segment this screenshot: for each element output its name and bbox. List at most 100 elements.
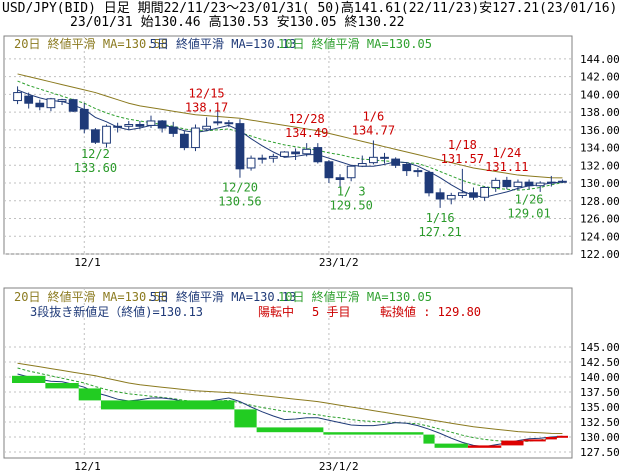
y-tick-label: 134.00 [580, 142, 620, 155]
candle-body [424, 171, 434, 194]
candle-body [346, 165, 356, 179]
candle-body [480, 186, 489, 198]
y-tick-label: 144.00 [580, 53, 620, 66]
annotation-value: 129.50 [329, 198, 372, 212]
y-tick-label: 142.00 [580, 71, 620, 84]
candle-body [558, 180, 567, 183]
y-tick-label: 124.00 [580, 230, 620, 243]
candle-body [146, 120, 156, 126]
annotation-date: 1/ 3 [337, 184, 366, 198]
plot-frame [3, 35, 573, 255]
candle-body [380, 156, 389, 159]
annotation-value: 134.77 [352, 123, 395, 137]
legend-item: 10日 終値平滑 MA=130.05 [278, 36, 432, 51]
x-tick-label-2: 23/1/2 [319, 460, 359, 473]
y-tick-label-2: 142.50 [580, 356, 620, 369]
candle-body [535, 182, 545, 187]
candle-body [335, 177, 345, 180]
y-tick-label: 140.00 [580, 88, 620, 101]
ma20-line [17, 73, 563, 179]
reversal-value: 転換値 : 129.80 [380, 304, 481, 319]
candle-body [457, 192, 467, 196]
x-tick-label: 23/1/2 [319, 256, 359, 269]
trend-status: 陽転中 [258, 304, 294, 319]
header-period-line: USD/JPY(BID) 日足 期間22/11/23～23/01/31( 50)… [2, 1, 618, 16]
candle-body [124, 124, 134, 127]
candle-body [113, 125, 123, 128]
ma5-line-2 [17, 373, 563, 448]
annotation-value: 133.60 [74, 161, 117, 175]
header-low: 安130.05 [276, 15, 337, 30]
candle-body [402, 163, 412, 172]
y-tick-label: 122.00 [580, 248, 620, 261]
line-break-brick [423, 434, 435, 444]
line-break-brick [256, 427, 324, 433]
candle-body [57, 99, 67, 102]
candle-body [302, 148, 312, 155]
y-tick-label: 132.00 [580, 159, 620, 172]
annotation-value: 129.01 [507, 206, 550, 220]
candle-body [313, 147, 323, 163]
trend-count: 5 手目 [312, 305, 350, 319]
line-break-brick [434, 443, 468, 448]
candle-body [213, 121, 223, 124]
candle-body [324, 161, 334, 179]
candle-body [157, 120, 167, 129]
plot-frame-2 [3, 287, 573, 459]
candle-body [46, 98, 56, 109]
y-tick-label: 126.00 [580, 213, 620, 226]
line-break-brick [78, 388, 101, 401]
candle-body [502, 179, 512, 188]
candle-body [135, 124, 145, 127]
annotation-value: 131.57 [441, 152, 484, 166]
y-tick-label-2: 127.50 [580, 446, 620, 459]
candle-body [35, 102, 45, 108]
line-break-brick [523, 439, 546, 442]
candle-body [191, 127, 200, 149]
candle-body [524, 181, 534, 187]
header-open: 始130.46 [140, 15, 201, 30]
x-tick-label: 12/1 [74, 256, 101, 269]
candle-body [357, 163, 367, 167]
annotation-value: 134.49 [285, 126, 328, 140]
ma10-line-2 [17, 367, 563, 443]
candle-body [280, 151, 289, 157]
ma10-line [17, 80, 563, 191]
candle-body [102, 125, 111, 144]
candle-body [202, 125, 211, 130]
y-tick-label: 138.00 [580, 106, 620, 119]
x-tick-label-2: 12/1 [74, 460, 101, 473]
candle-body [369, 156, 378, 164]
candle-body [91, 129, 100, 143]
candle-body [391, 158, 401, 166]
annotation-date: 12/20 [222, 181, 258, 195]
y-tick-label: 128.00 [580, 195, 620, 208]
candle-body [257, 157, 267, 160]
line-break-brick [100, 400, 235, 410]
line-break-brick [45, 383, 79, 389]
annotation-date: 12/15 [189, 86, 225, 100]
chart-header: USD/JPY(BID) 日足 期間22/11/23～23/01/31( 50)… [0, 0, 624, 32]
candle-body [469, 192, 478, 198]
annotation-date: 12/2 [81, 147, 110, 161]
candle-body [291, 151, 300, 155]
annotation-date: 1/24 [492, 146, 521, 160]
candle-body [546, 181, 556, 184]
y-tick-label: 136.00 [580, 124, 620, 137]
candle-body [513, 181, 523, 188]
header-high: 高130.53 [208, 15, 269, 30]
line-break-brick [545, 437, 557, 440]
legend-item: 20日 終値平滑 MA=130.58 [14, 36, 168, 51]
y-tick-label-2: 145.00 [580, 341, 620, 354]
header-close: 終130.22 [344, 15, 405, 30]
candle-body [491, 179, 501, 188]
y-tick-label-2: 140.00 [580, 371, 620, 384]
ma20-line-2 [17, 362, 563, 435]
candle-body [24, 95, 34, 104]
annotation-value: 131.11 [485, 160, 528, 174]
annotation-value: 138.17 [185, 100, 228, 114]
annotation-date: 1/16 [426, 211, 455, 225]
candle-body [224, 122, 234, 125]
y-tick-label-2: 135.00 [580, 401, 620, 414]
